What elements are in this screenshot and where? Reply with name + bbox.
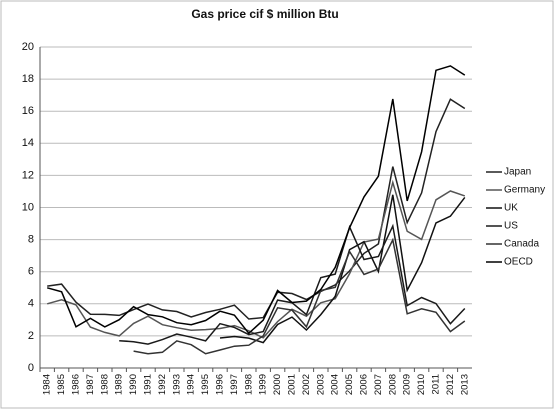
y-tick-label: 2 [28,330,34,342]
x-tick-label: 2010 [416,374,427,395]
legend-label: OECD [504,257,533,268]
chart-title: Gas price cif $ million Btu [191,7,338,21]
x-tick-label: 1991 [143,374,154,395]
legend-label: US [504,221,518,232]
x-tick-label: 2009 [402,374,413,395]
y-tick-label: 20 [22,41,34,53]
y-tick-label: 4 [28,298,34,310]
legend-label: Japan [504,167,531,178]
x-tick-label: 1988 [99,374,110,395]
series-line [46,179,466,339]
x-tick-label: 1987 [85,374,96,395]
x-tick-label: 1993 [171,374,182,395]
x-tick-label: 2006 [359,374,370,395]
x-tick-label: 1994 [186,374,197,395]
y-tick-label: 18 [22,73,34,85]
x-tick-label: 2011 [431,374,442,394]
x-tick-label: 1989 [114,374,125,395]
series-line [133,237,466,355]
x-tick-label: 2000 [272,374,283,395]
x-tick-label: 2003 [315,374,326,395]
x-tick-label: 1998 [243,374,254,395]
series-line [219,194,466,344]
y-tick-label: 10 [22,201,34,213]
x-tick-label: 1986 [71,374,82,395]
y-tick-label: 16 [22,105,34,117]
x-tick-label: 2007 [373,374,384,395]
x-tick-label: 1999 [258,374,269,395]
x-tick-label: 1997 [229,374,240,395]
y-tick-label: 6 [28,266,34,278]
x-tick-label: 1992 [157,374,168,395]
series-line [47,98,466,320]
series-line [46,65,466,335]
y-tick-label: 14 [22,137,34,149]
x-tick-label: 1990 [128,374,139,395]
x-tick-label: 2002 [301,374,312,395]
x-tick-label: 1985 [56,374,67,395]
x-tick-label: 2012 [445,374,456,395]
legend-label: Canada [504,239,539,250]
y-tick-label: 12 [22,169,34,181]
x-tick-label: 2005 [344,374,355,395]
legend-label: UK [504,203,518,214]
x-tick-label: 2008 [387,374,398,395]
x-tick-label: 1995 [200,374,211,395]
x-tick-label: 2001 [287,374,298,395]
x-tick-label: 2004 [330,374,341,395]
x-tick-label: 1984 [42,374,53,395]
legend-label: Germany [504,185,545,196]
y-tick-label: 0 [28,362,34,374]
x-tick-label: 2013 [459,374,470,395]
x-tick-label: 1996 [215,374,226,395]
y-tick-label: 8 [28,234,34,246]
